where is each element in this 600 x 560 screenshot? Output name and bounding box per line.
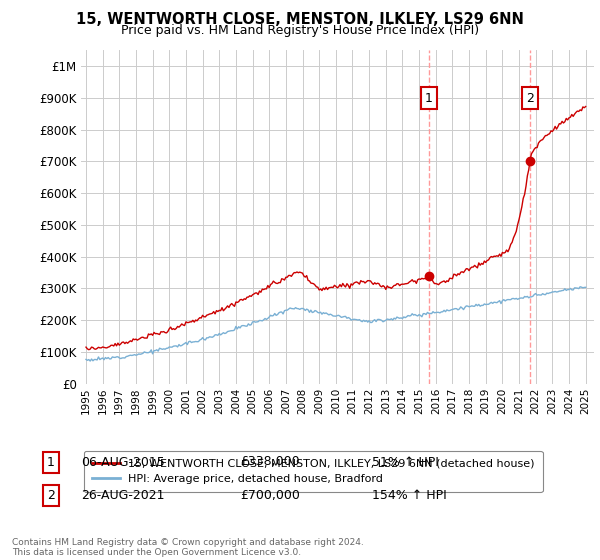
Text: 51% ↑ HPI: 51% ↑ HPI [372, 455, 439, 469]
Text: 1: 1 [47, 455, 55, 469]
Legend: 15, WENTWORTH CLOSE, MENSTON, ILKLEY, LS29 6NN (detached house), HPI: Average pr: 15, WENTWORTH CLOSE, MENSTON, ILKLEY, LS… [84, 451, 543, 492]
Text: £700,000: £700,000 [240, 489, 300, 502]
Text: £338,000: £338,000 [240, 455, 299, 469]
Text: 2: 2 [47, 489, 55, 502]
Text: Price paid vs. HM Land Registry's House Price Index (HPI): Price paid vs. HM Land Registry's House … [121, 24, 479, 36]
Text: Contains HM Land Registry data © Crown copyright and database right 2024.
This d: Contains HM Land Registry data © Crown c… [12, 538, 364, 557]
Text: 1: 1 [425, 91, 433, 105]
Text: 26-AUG-2021: 26-AUG-2021 [81, 489, 164, 502]
Text: 2: 2 [526, 91, 534, 105]
Text: 154% ↑ HPI: 154% ↑ HPI [372, 489, 447, 502]
Text: 15, WENTWORTH CLOSE, MENSTON, ILKLEY, LS29 6NN: 15, WENTWORTH CLOSE, MENSTON, ILKLEY, LS… [76, 12, 524, 27]
Text: 06-AUG-2015: 06-AUG-2015 [81, 455, 165, 469]
